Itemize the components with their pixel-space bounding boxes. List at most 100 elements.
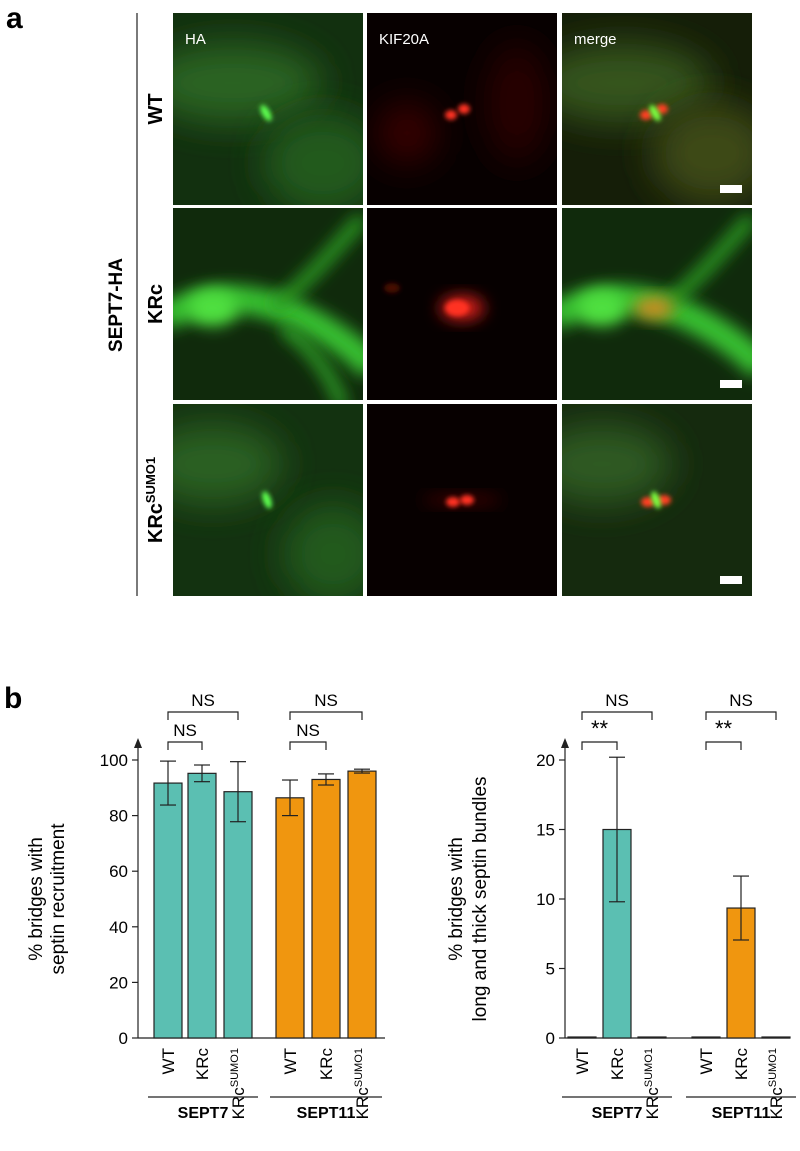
y-tick-label: 40	[109, 918, 128, 937]
bar	[637, 1036, 667, 1039]
x-tick-label: KRcSUMO1	[767, 1048, 786, 1119]
x-tick-label-text: KRc	[643, 1087, 662, 1120]
group-label: SEPT11	[712, 1105, 771, 1122]
group-label: SEPT7	[592, 1105, 643, 1122]
bar	[311, 778, 341, 1039]
bar	[187, 772, 217, 1039]
x-tick-label: WT	[697, 1048, 716, 1074]
row-label-text: KRc	[145, 284, 167, 324]
panel-label: a	[6, 2, 23, 35]
y-tick-label: 80	[109, 807, 128, 826]
y-axis-label: % bridges with	[446, 837, 467, 961]
significance-bracket	[289, 711, 363, 720]
y-tick-label: 0	[119, 1029, 128, 1048]
x-tick-label-text: KRc	[193, 1048, 212, 1081]
column-label: merge	[574, 31, 617, 48]
error-bar	[354, 768, 370, 774]
significance-bracket	[167, 741, 203, 750]
error-bar	[609, 756, 625, 903]
panel-label: b	[4, 682, 22, 715]
side-label: SEPT7-HA	[106, 258, 127, 352]
bar	[347, 770, 377, 1039]
significance-label: NS	[314, 691, 338, 710]
y-axis-label: long and thick septin bundles	[470, 776, 491, 1021]
x-tick-label-sup: SUMO1	[643, 1048, 655, 1087]
x-tick-label: KRcSUMO1	[353, 1048, 372, 1119]
x-tick-label-sup: SUMO1	[229, 1048, 241, 1087]
x-tick-label-sup: SUMO1	[767, 1048, 779, 1087]
x-tick-label: KRcSUMO1	[229, 1048, 248, 1119]
row-label-text: KRc	[145, 503, 167, 543]
significance-label: NS	[296, 721, 320, 740]
y-tick-label: 15	[536, 821, 555, 840]
x-tick-label: WT	[281, 1048, 300, 1074]
significance-label: NS	[729, 691, 753, 710]
bar	[691, 1036, 721, 1039]
y-tick-label: 10	[536, 890, 555, 909]
row-label-text: WT	[145, 93, 167, 124]
x-tick-label: KRc	[608, 1048, 627, 1081]
significance-bracket	[581, 741, 618, 750]
y-tick-label: 100	[100, 751, 128, 770]
x-tick-label-text: KRc	[767, 1087, 786, 1120]
axis-arrow	[561, 738, 569, 748]
significance-label: NS	[173, 721, 197, 740]
y-tick-label: 5	[546, 960, 555, 979]
significance-label: NS	[191, 691, 215, 710]
bar	[275, 797, 305, 1039]
group-label: SEPT7	[178, 1105, 229, 1122]
error-bar	[318, 773, 334, 786]
x-tick-label-text: KRc	[317, 1048, 336, 1081]
y-tick-label: 0	[546, 1029, 555, 1048]
image-merge-wt	[562, 13, 752, 205]
x-tick-label: KRc	[732, 1048, 751, 1081]
x-tick-label: KRc	[193, 1048, 212, 1081]
x-tick-label-text: KRc	[229, 1087, 248, 1120]
row-label: KRc	[145, 284, 167, 324]
x-tick-label: WT	[159, 1048, 178, 1074]
image-merge-krc-sumo1	[562, 404, 752, 596]
image-kif20a-krc	[367, 208, 557, 400]
bar	[223, 791, 253, 1039]
x-tick-label-text: WT	[697, 1048, 716, 1074]
error-bar	[282, 779, 298, 817]
x-tick-label-text: KRc	[608, 1048, 627, 1081]
row-label: KRcSUMO1	[143, 457, 168, 543]
error-bar	[230, 761, 246, 823]
image-ha-krc-sumo1	[173, 404, 363, 596]
image-ha-krc	[173, 208, 363, 400]
image-ha-wt	[173, 13, 363, 205]
bar	[761, 1036, 791, 1039]
y-tick-label: 20	[536, 751, 555, 770]
bar	[567, 1036, 597, 1039]
y-axis-label: % bridges with	[26, 837, 47, 961]
significance-label: **	[715, 716, 733, 741]
x-tick-label-text: KRc	[732, 1048, 751, 1081]
x-tick-label-sup: SUMO1	[353, 1048, 365, 1087]
image-kif20a-krc-sumo1	[367, 404, 557, 596]
significance-bracket	[705, 711, 777, 720]
image-kif20a-wt	[367, 13, 557, 205]
x-tick-label: KRcSUMO1	[643, 1048, 662, 1119]
axis-arrow	[134, 738, 142, 748]
significance-bracket	[581, 711, 653, 720]
column-label: HA	[185, 31, 206, 48]
x-tick-label-text: KRc	[353, 1087, 372, 1120]
error-bar	[733, 875, 749, 941]
x-tick-label-text: WT	[281, 1048, 300, 1074]
column-label: KIF20A	[379, 31, 429, 48]
error-bar	[194, 764, 210, 783]
row-label-sup: SUMO1	[143, 457, 158, 503]
x-tick-label-text: WT	[159, 1048, 178, 1074]
image-merge-krc	[562, 208, 752, 400]
significance-bracket	[705, 741, 742, 750]
row-label: WT	[145, 93, 167, 124]
x-tick-label: KRc	[317, 1048, 336, 1081]
y-tick-label: 60	[109, 862, 128, 881]
significance-bracket	[167, 711, 239, 720]
bar	[153, 782, 183, 1039]
x-tick-label-text: WT	[573, 1048, 592, 1074]
significance-bracket	[289, 741, 327, 750]
significance-label: NS	[605, 691, 629, 710]
